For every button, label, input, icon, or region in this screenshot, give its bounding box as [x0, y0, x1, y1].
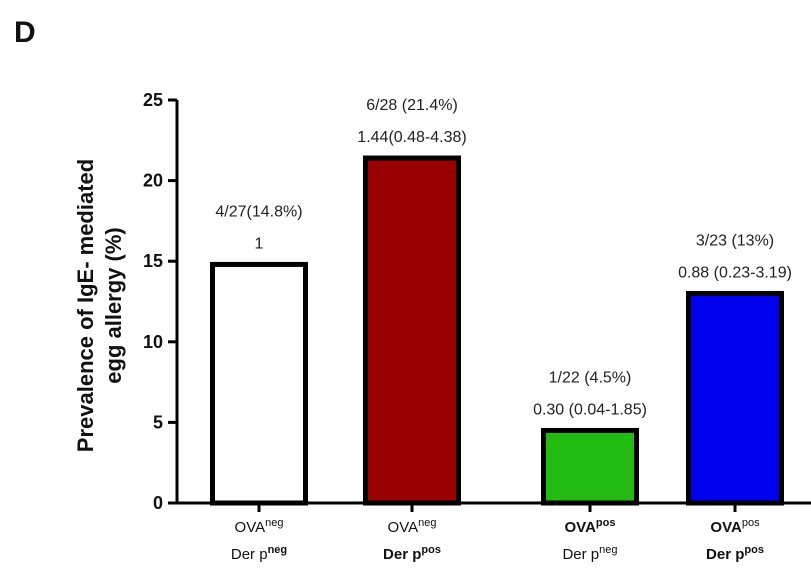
data-label: 1/22 (4.5%)	[549, 369, 632, 386]
data-label: 1	[255, 235, 264, 252]
y-tick-label: 25	[143, 90, 163, 110]
x-tick-label: OVAneg	[388, 517, 437, 536]
bar	[686, 290, 784, 506]
bars	[210, 155, 784, 506]
bar	[541, 427, 639, 506]
x-axis-categories: OVAneg Der pneg OVAneg Der ppos OVApos Der pn…	[231, 517, 764, 563]
y-tick-label: 5	[153, 412, 163, 432]
x-tick-label: OVApos	[565, 517, 616, 536]
data-label: 6/28 (21.4%)	[366, 97, 458, 114]
data-label: 0.30 (0.04-1.85)	[533, 401, 647, 418]
x-tick-label: Der ppos	[706, 544, 764, 563]
y-axis-label-line: Prevalence of IgE- mediated	[73, 159, 98, 452]
x-tick-label: Der pneg	[231, 544, 287, 563]
panel-label: D	[14, 16, 36, 49]
y-axis-label: Prevalence of IgE- mediated egg allergy (…	[73, 159, 126, 452]
y-tick-label: 0	[153, 493, 163, 513]
bar	[210, 261, 308, 506]
y-tick-label: 10	[143, 332, 163, 352]
x-tick-label: OVAneg	[235, 517, 284, 536]
y-axis-label-line: egg allergy (%)	[101, 227, 126, 383]
data-label: 1.44(0.48-4.38)	[357, 129, 466, 146]
x-tick-label: OVApos	[710, 517, 760, 536]
data-label: 0.88 (0.23-3.19)	[678, 264, 792, 281]
x-tick-label: Der ppos	[383, 544, 441, 563]
y-tick-label: 15	[143, 251, 163, 271]
bar	[363, 155, 461, 506]
data-label: 3/23 (13%)	[696, 232, 774, 249]
x-tick-label: Der pneg	[562, 544, 617, 563]
annotations: 4/27(14.8%) 1 6/28 (21.4%) 1.44(0.48-4.38) 1…	[215, 97, 792, 418]
y-tick-label: 20	[143, 171, 163, 191]
data-label: 4/27(14.8%)	[215, 203, 302, 220]
